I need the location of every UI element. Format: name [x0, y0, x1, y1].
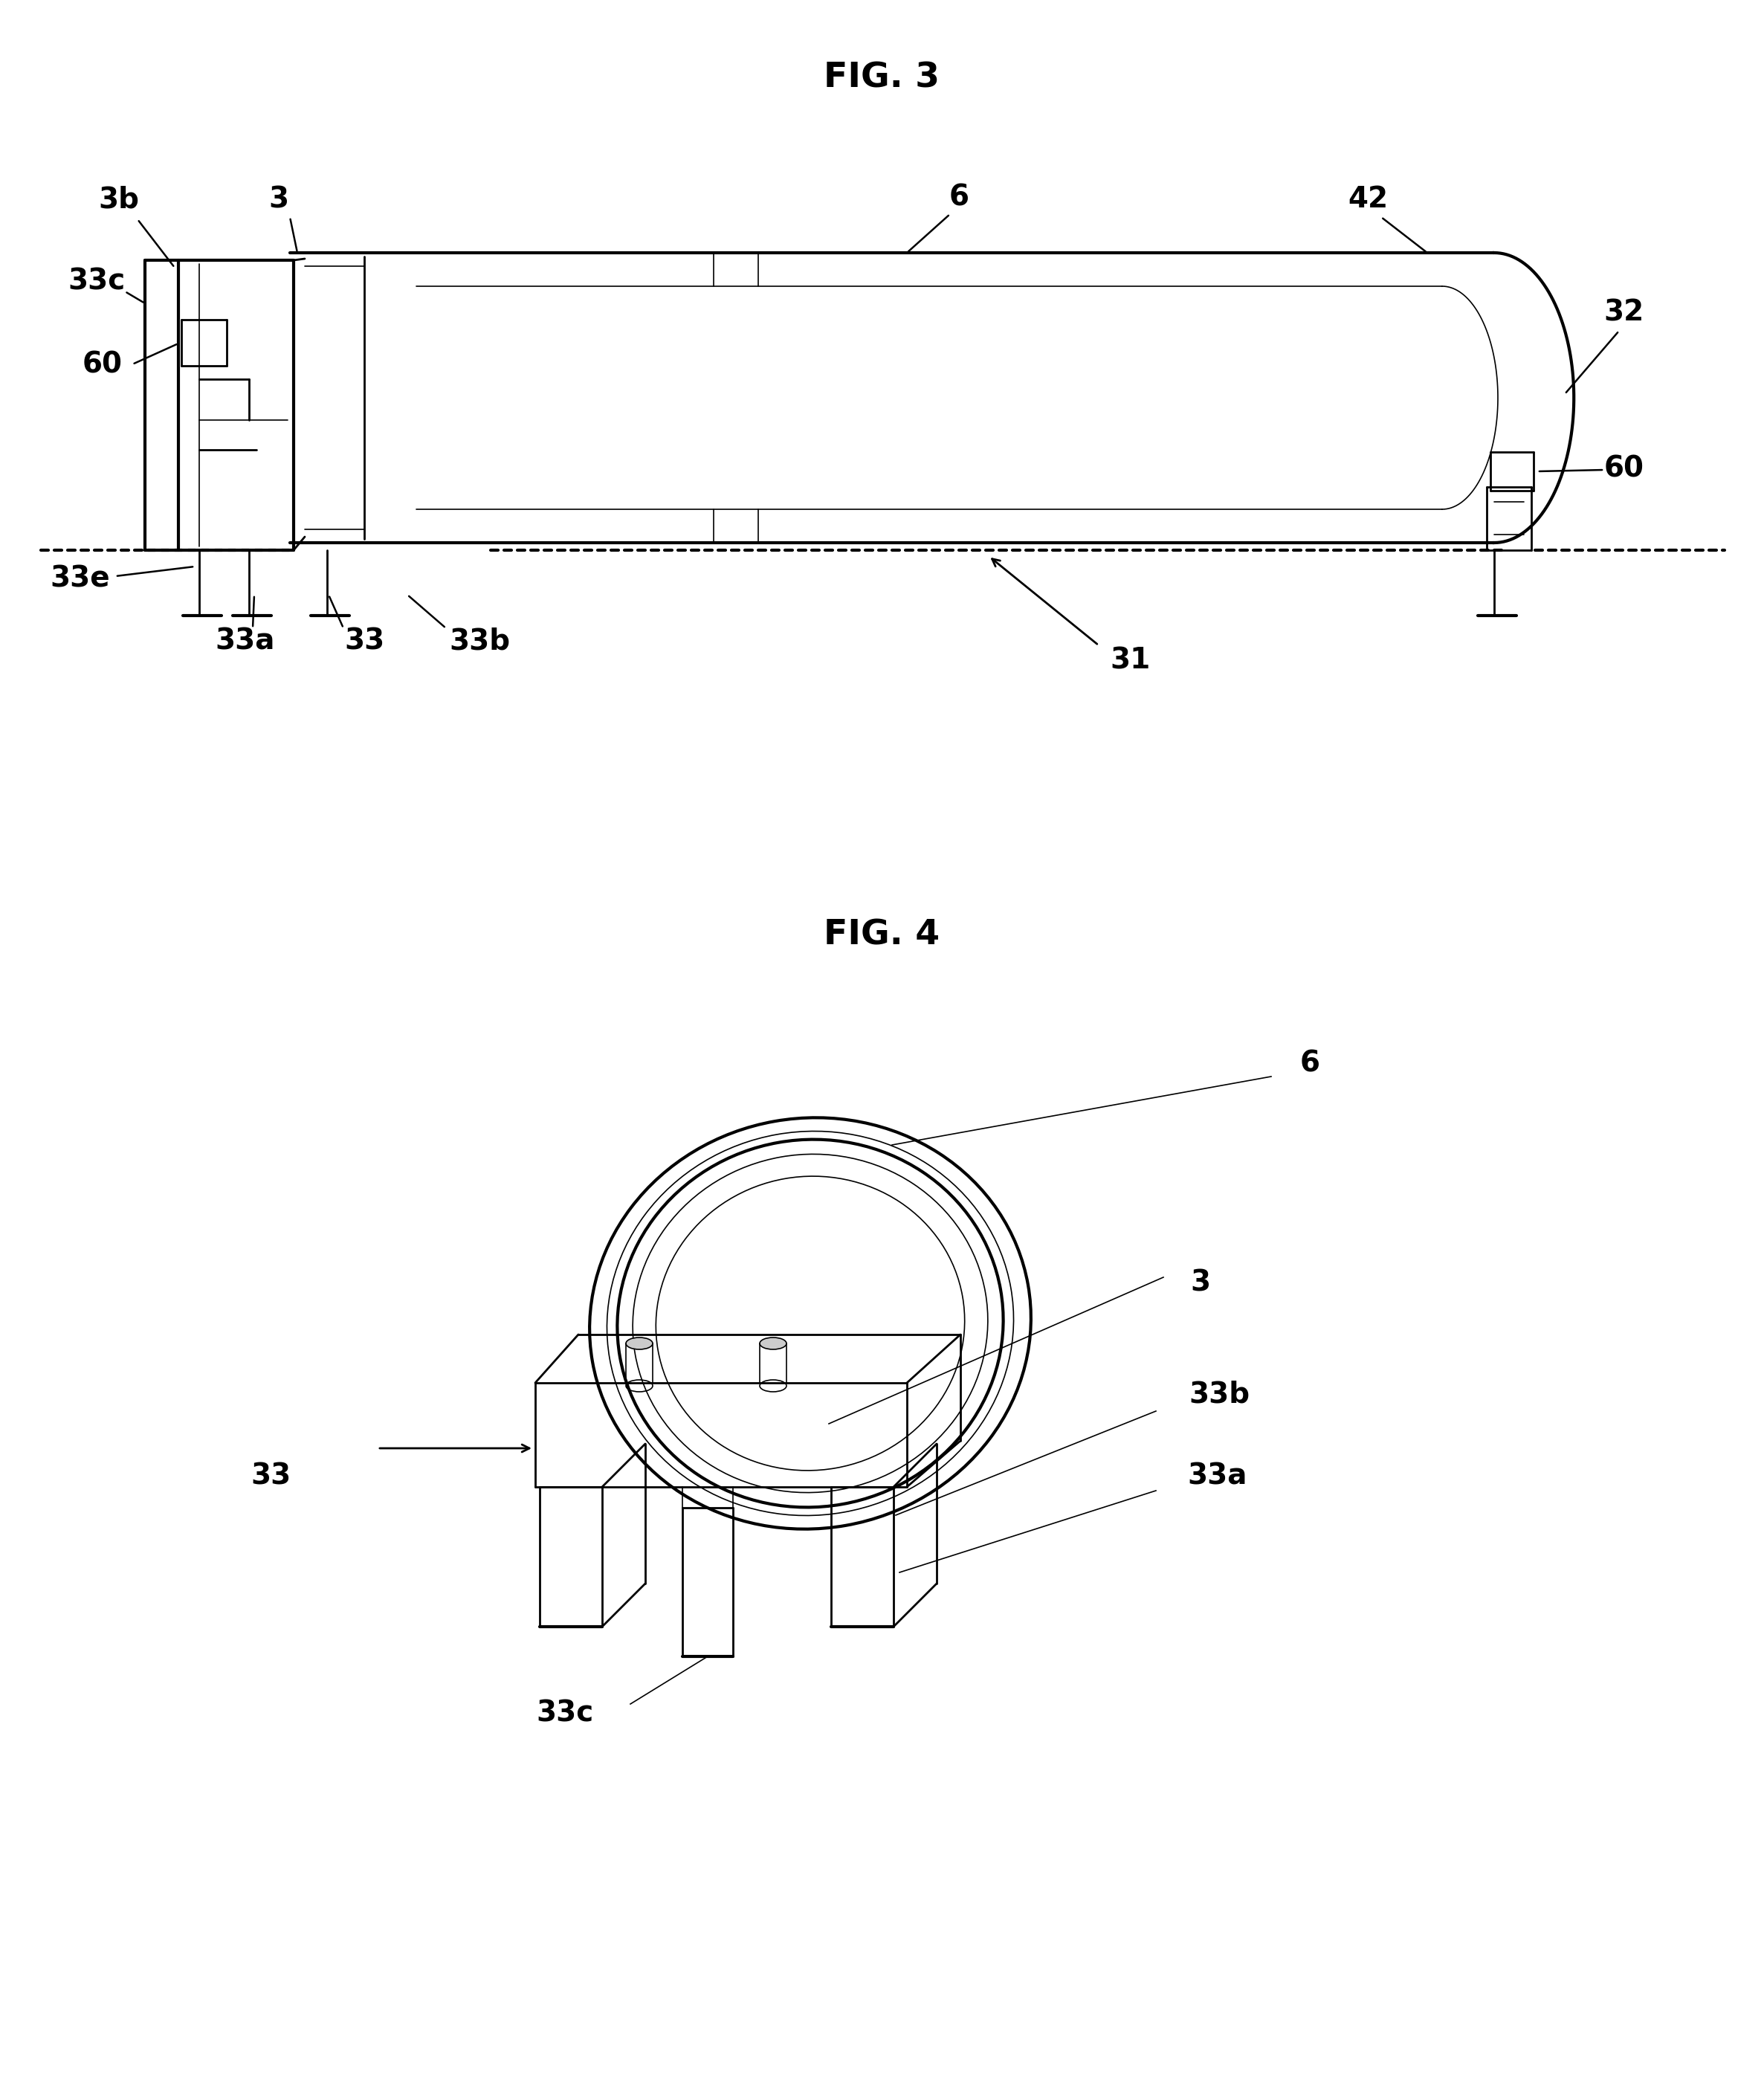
Ellipse shape [626, 1338, 653, 1349]
Text: 42: 42 [1348, 185, 1388, 214]
Text: 33a: 33a [1187, 1461, 1247, 1490]
Text: 60: 60 [1603, 454, 1644, 483]
Text: 60: 60 [83, 351, 123, 378]
Text: 33b: 33b [450, 627, 510, 656]
Ellipse shape [760, 1338, 787, 1349]
Text: 3: 3 [268, 185, 289, 214]
Text: 33c: 33c [69, 268, 125, 295]
Text: 33: 33 [250, 1461, 291, 1490]
Text: 33e: 33e [51, 564, 109, 593]
Text: FIG. 3: FIG. 3 [824, 62, 940, 95]
Text: 6: 6 [949, 183, 968, 212]
Text: 6: 6 [1300, 1050, 1319, 1077]
Text: 3b: 3b [99, 185, 139, 214]
Text: 31: 31 [1110, 645, 1150, 674]
Text: 33: 33 [344, 627, 385, 656]
Text: 33c: 33c [536, 1699, 594, 1728]
Text: 32: 32 [1603, 299, 1644, 326]
Text: 33a: 33a [215, 627, 275, 656]
Text: 33b: 33b [1189, 1380, 1249, 1409]
Text: FIG. 4: FIG. 4 [824, 919, 940, 952]
Text: 3: 3 [1191, 1268, 1210, 1297]
